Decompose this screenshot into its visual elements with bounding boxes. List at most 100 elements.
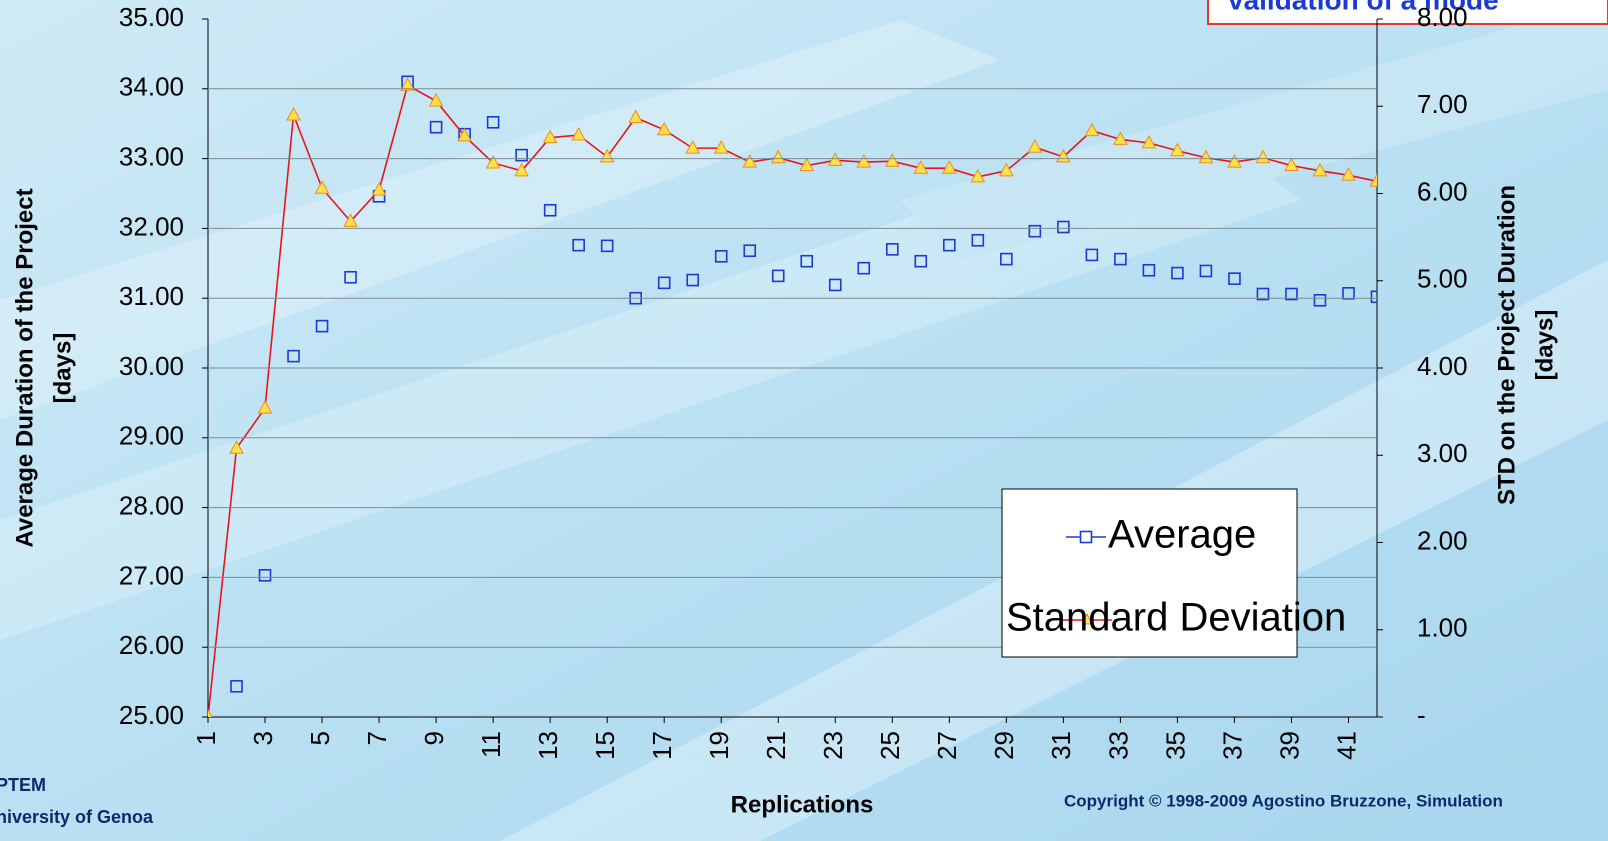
data-point: [1285, 287, 1298, 301]
data-point: [287, 349, 300, 363]
data-point: [1312, 162, 1328, 177]
y-axis-title: [days]: [49, 333, 76, 404]
x-tick-label: 39: [1274, 731, 1304, 760]
y2-tick-label: 4.00: [1417, 351, 1468, 381]
data-point: [828, 278, 842, 292]
data-point: [856, 154, 872, 168]
data-point: [1085, 248, 1099, 262]
x-tick-label: 27: [932, 731, 962, 760]
data-point: [686, 273, 700, 287]
data-point: [314, 180, 330, 194]
legend-label: Average: [1108, 513, 1256, 557]
x-tick-label: 5: [305, 731, 335, 745]
data-point: [657, 276, 671, 290]
data-point: [543, 203, 557, 217]
y-tick-label: 30.00: [119, 351, 184, 381]
data-point: [343, 213, 358, 227]
footer-org: niversity of Genoa: [0, 807, 154, 827]
data-point: [1113, 131, 1128, 145]
y-tick-label: 29.00: [119, 421, 184, 451]
legend-label: Standard Deviation: [1006, 596, 1346, 640]
x-tick-label: 1: [191, 731, 221, 745]
title-box: [1207, 0, 1608, 25]
data-point: [1084, 122, 1100, 137]
data-point: [999, 162, 1014, 177]
data-point: [229, 440, 244, 454]
x-tick-label: 7: [362, 731, 392, 745]
data-point: [429, 120, 443, 134]
y-tick-label: 35.00: [119, 2, 184, 32]
data-point: [600, 239, 614, 253]
data-point: [713, 140, 729, 154]
data-point: [1171, 266, 1184, 280]
data-point: [485, 154, 501, 169]
y2-tick-label: 8.00: [1417, 2, 1468, 32]
data-point: [1341, 167, 1356, 181]
data-point: [800, 254, 814, 268]
data-point: [1313, 293, 1327, 307]
y-tick-label: 34.00: [119, 72, 184, 102]
data-point: [230, 679, 243, 693]
data-point: [857, 261, 871, 275]
x-axis-title: Replications: [731, 791, 874, 818]
data-point: [943, 238, 956, 252]
y2-tick-label: 3.00: [1417, 438, 1468, 468]
data-point: [515, 148, 528, 162]
x-tick-label: 29: [989, 731, 1019, 760]
data-point: [371, 181, 387, 196]
data-point: [1027, 139, 1043, 153]
data-point: [315, 319, 329, 333]
x-tick-label: 21: [761, 731, 791, 760]
data-point: [1370, 290, 1377, 304]
data-point: [1028, 224, 1042, 238]
y-tick-label: 31.00: [119, 281, 184, 311]
data-point: [1198, 149, 1214, 164]
data-point: [542, 129, 558, 144]
x-tick-label: 25: [875, 731, 905, 760]
data-point: [827, 152, 843, 166]
data-point: [913, 160, 929, 174]
data-point: [514, 162, 529, 177]
data-point: [970, 168, 986, 183]
y-tick-label: 28.00: [119, 490, 184, 520]
data-point: [885, 243, 899, 256]
data-point: [941, 160, 957, 174]
y-tick-label: 32.00: [119, 211, 184, 241]
chart-title: validation of a mode: [1228, 0, 1499, 15]
data-point: [208, 708, 213, 717]
data-point: [1057, 220, 1070, 234]
y2-axis-title: STD on the Project Duration: [1493, 185, 1520, 505]
copyright: Copyright © 1998-2009 Agostino Bruzzone,…: [1064, 791, 1503, 810]
data-point: [1342, 287, 1355, 300]
data-point: [714, 250, 728, 263]
y-tick-label: 27.00: [119, 560, 184, 590]
data-point: [1228, 272, 1241, 285]
data-point: [742, 154, 758, 168]
x-tick-label: 33: [1103, 731, 1133, 760]
legend-marker: [1081, 612, 1093, 625]
y2-tick-label: -: [1417, 700, 1426, 730]
y-tick-label: 25.00: [119, 700, 184, 730]
data-point: [685, 140, 701, 154]
x-tick-label: 11: [476, 731, 506, 758]
y2-axis-title: [days]: [1531, 310, 1558, 381]
data-point: [628, 109, 644, 124]
x-tick-label: 35: [1160, 731, 1190, 760]
data-point: [1000, 252, 1013, 266]
x-tick-label: 15: [590, 731, 620, 760]
data-point: [743, 244, 757, 258]
data-point: [572, 238, 585, 252]
data-point: [257, 400, 273, 414]
data-point: [457, 127, 472, 142]
y2-tick-label: 1.00: [1417, 613, 1468, 643]
data-point: [1256, 287, 1270, 301]
data-point: [884, 153, 900, 167]
plot-area: [208, 75, 1377, 717]
data-point: [914, 254, 928, 268]
footer-org: PTEM: [0, 775, 46, 795]
data-point: [1170, 142, 1185, 157]
data-point: [344, 270, 357, 284]
